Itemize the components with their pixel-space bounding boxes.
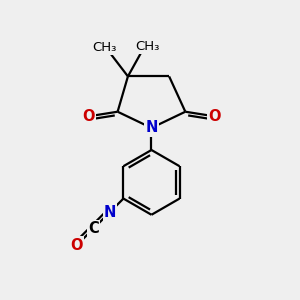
Text: N: N	[145, 120, 158, 135]
Text: CH₃: CH₃	[135, 40, 159, 53]
Text: O: O	[82, 109, 94, 124]
Text: O: O	[208, 109, 221, 124]
Text: CH₃: CH₃	[92, 41, 116, 54]
Text: N: N	[104, 205, 116, 220]
Text: O: O	[71, 238, 83, 253]
Text: C: C	[88, 221, 99, 236]
